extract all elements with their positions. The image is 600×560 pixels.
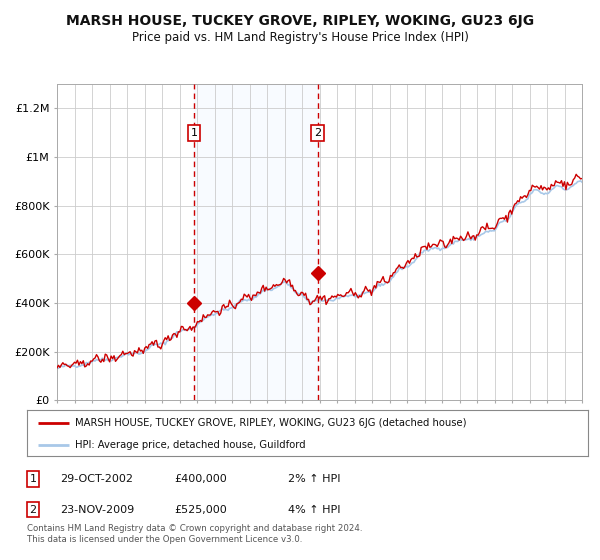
Text: MARSH HOUSE, TUCKEY GROVE, RIPLEY, WOKING, GU23 6JG: MARSH HOUSE, TUCKEY GROVE, RIPLEY, WOKIN… — [66, 14, 534, 28]
Text: 29-OCT-2002: 29-OCT-2002 — [60, 474, 133, 484]
Text: 23-NOV-2009: 23-NOV-2009 — [60, 505, 134, 515]
Text: 1: 1 — [29, 474, 37, 484]
Bar — [194, 84, 318, 400]
Text: Contains HM Land Registry data © Crown copyright and database right 2024.
This d: Contains HM Land Registry data © Crown c… — [27, 524, 362, 544]
Text: £400,000: £400,000 — [174, 474, 227, 484]
Text: 4% ↑ HPI: 4% ↑ HPI — [288, 505, 341, 515]
Text: 2: 2 — [29, 505, 37, 515]
Text: HPI: Average price, detached house, Guildford: HPI: Average price, detached house, Guil… — [74, 440, 305, 450]
Text: 2: 2 — [314, 128, 322, 138]
Text: £525,000: £525,000 — [174, 505, 227, 515]
Text: Price paid vs. HM Land Registry's House Price Index (HPI): Price paid vs. HM Land Registry's House … — [131, 31, 469, 44]
Text: MARSH HOUSE, TUCKEY GROVE, RIPLEY, WOKING, GU23 6JG (detached house): MARSH HOUSE, TUCKEY GROVE, RIPLEY, WOKIN… — [74, 418, 466, 428]
Text: 1: 1 — [191, 128, 197, 138]
Text: 2% ↑ HPI: 2% ↑ HPI — [288, 474, 341, 484]
